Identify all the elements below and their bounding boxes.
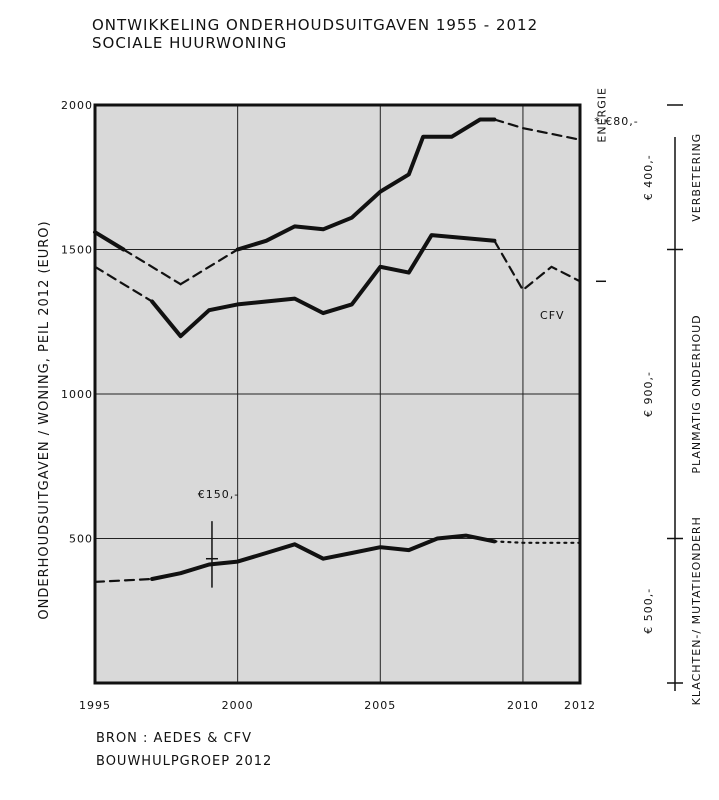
bracket-text-1: PLANMATIG ONDERHOUD — [690, 314, 703, 473]
x-tick-label-1: 2000 — [222, 699, 254, 712]
series-2-segment-2 — [493, 540, 582, 544]
series-0-segment-3 — [235, 117, 497, 252]
series-1-segment-2 — [493, 239, 582, 292]
y-axis-label: ONDERHOUDSUITGAVEN / WONING, PEIL 2012 (… — [37, 220, 52, 619]
series-1-segment-0 — [93, 265, 154, 303]
annotation-0: €150,- — [198, 488, 239, 501]
x-tick-label-0: 1995 — [79, 699, 111, 712]
x-tick-label-3: 2010 — [507, 699, 539, 712]
series-0-segment-2 — [179, 248, 239, 286]
x-tick-label-4: 2012 — [564, 699, 596, 712]
annotation-1: CFV — [540, 309, 565, 322]
series-0-segment-1 — [122, 248, 182, 286]
series-0-segment-4 — [493, 118, 582, 141]
series-2-segment-1 — [150, 533, 497, 581]
annotation-2: * €80,- — [594, 115, 638, 128]
y-tick-label-0: 500 — [69, 533, 93, 546]
y-tick-label-1: 1000 — [61, 388, 93, 401]
bracket-text-2: KLACHTEN-/ MUTATIEONDERH — [690, 516, 703, 705]
series-0-segment-0 — [93, 230, 126, 252]
annotation-3: ENERGIE — [596, 87, 609, 143]
bracket-label-2: € 500,- — [642, 588, 655, 634]
plot-area: 500 1000 1500 2000 1995 2000 2005 2010 2012 €150,… — [61, 87, 703, 712]
y-tick-label-3: 2000 — [61, 99, 93, 112]
series-2-segment-0 — [93, 577, 154, 584]
source-line1: BRON : AEDES & CFV — [96, 731, 252, 746]
plot-frame — [93, 103, 582, 685]
source-line2: BOUWHULPGROEP 2012 — [96, 754, 272, 769]
series-1-segment-1 — [150, 233, 497, 339]
chart-title-line2: SOCIALE HUURWONING — [92, 34, 287, 52]
y-tick-label-2: 1500 — [61, 244, 93, 257]
bracket-label-1: € 900,- — [642, 371, 655, 417]
chart-title-line1: ONTWIKKELING ONDERHOUDSUITGAVEN 1955 - 2… — [92, 16, 538, 34]
bracket-label-0: € 400,- — [642, 154, 655, 200]
x-tick-label-2: 2005 — [364, 699, 396, 712]
bracket-text-0: VERBETERING — [690, 133, 703, 222]
